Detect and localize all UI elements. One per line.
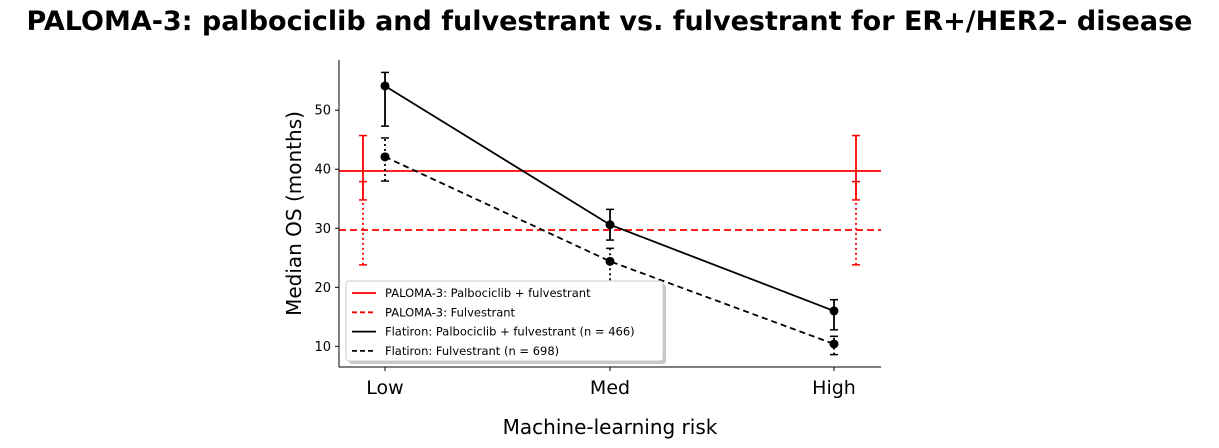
series-line-1 bbox=[384, 85, 835, 312]
legend-label: Flatiron: Fulvestrant (n = 698) bbox=[385, 344, 559, 358]
data-point bbox=[380, 152, 390, 162]
ticks-layer: 10 20 30 40 50 Low Med High bbox=[314, 104, 855, 399]
y-axis-label: Median OS (months) bbox=[282, 111, 306, 316]
series-layer bbox=[380, 71, 839, 356]
legend-label: Flatiron: Palbociclib + fulvestrant (n =… bbox=[385, 325, 635, 339]
data-point bbox=[605, 256, 615, 266]
legend-label: PALOMA-3: Fulvestrant bbox=[385, 305, 516, 319]
data-point bbox=[605, 220, 615, 230]
y-tick-label: 20 bbox=[314, 281, 331, 296]
x-tick-label: Low bbox=[366, 377, 403, 399]
series-line-2 bbox=[384, 156, 835, 345]
y-tick-label: 40 bbox=[314, 163, 331, 178]
x-axis-label: Machine-learning risk bbox=[503, 415, 718, 439]
data-point bbox=[829, 339, 839, 349]
y-tick-label: 50 bbox=[314, 104, 331, 119]
x-tick-label: High bbox=[812, 377, 856, 399]
x-tick-label: Med bbox=[590, 377, 630, 399]
y-tick-label: 10 bbox=[314, 340, 331, 355]
data-point bbox=[380, 81, 390, 91]
legend-label: PALOMA-3: Palbociclib + fulvestrant bbox=[385, 286, 591, 300]
data-point bbox=[829, 306, 839, 316]
y-tick-label: 30 bbox=[314, 222, 331, 237]
legend: PALOMA-3: Palbociclib + fulvestrant PALOM… bbox=[345, 280, 666, 364]
reference-lines-layer bbox=[339, 134, 881, 266]
legend-box bbox=[345, 280, 664, 362]
chart-title: PALOMA-3: palbociclib and fulvestrant vs… bbox=[26, 6, 1193, 37]
